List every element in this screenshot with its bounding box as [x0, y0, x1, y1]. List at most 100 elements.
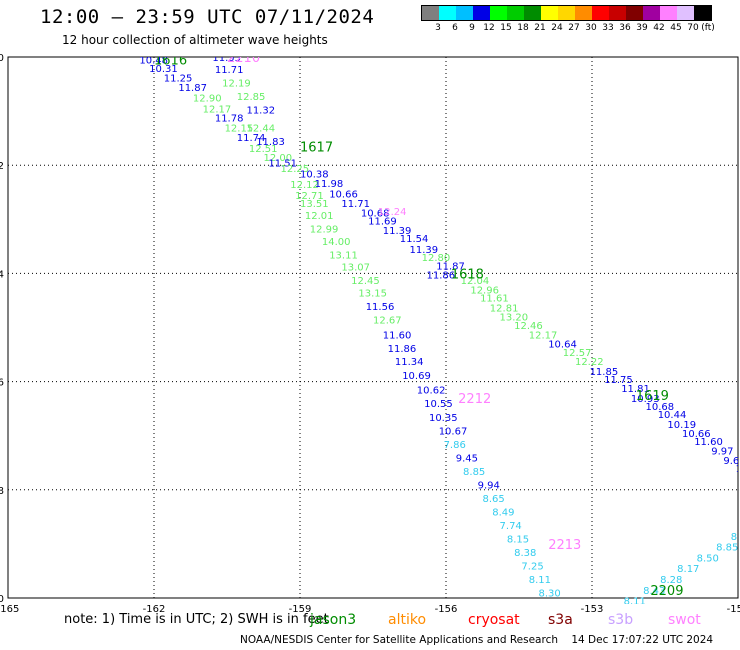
wave-height-value: 11.60 [383, 331, 412, 342]
wave-height-value: 11.85 [590, 367, 619, 378]
wave-height-value: 12.57 [563, 348, 592, 359]
legend-label: 3 [435, 23, 441, 33]
wave-height-value: 10.62 [417, 386, 446, 397]
credit-text: NOAA/NESDIS Center for Satellite Applica… [240, 634, 558, 646]
legend-swatch [609, 6, 626, 20]
legend-label: 42 [653, 23, 665, 33]
pass-time-label: 1617 [300, 140, 333, 155]
wave-height-value: 11.34 [395, 357, 424, 368]
wave-height-value: 12.45 [351, 276, 380, 287]
wave-height-value: 11.60 [694, 437, 723, 448]
wave-height-value: 12.81 [490, 303, 519, 314]
wave-height-value: 10.68 [361, 208, 390, 219]
lat-tick-label: -56 [0, 378, 4, 389]
legend-swatch [541, 6, 558, 20]
wave-height-value: 8.49 [492, 507, 514, 518]
wave-height-value: 12.01 [305, 211, 334, 222]
wave-height-value: 12.67 [373, 315, 402, 326]
wave-height-value: 11.71 [215, 65, 244, 76]
wave-height-value: 11.71 [341, 199, 370, 210]
wave-height-value: 12.51 [249, 144, 278, 155]
lon-tick-label: -153 [581, 604, 604, 615]
wave-height-value: 10.67 [439, 426, 468, 437]
wave-height-value: 10.38 [300, 169, 329, 180]
lon-tick-label: -159 [289, 604, 312, 615]
color-legend: 3 6 9 12 15 18 21 24 27 30 33 36 39 42 45 70 (ft) [421, 5, 715, 35]
sat-label-cryosat: cryosat [468, 612, 520, 628]
wave-height-value: 12.24 [378, 207, 407, 218]
wave-height-value: 8.85 [716, 543, 738, 554]
legend-swatch [558, 6, 575, 20]
lat-tick-label: -54 [0, 269, 4, 280]
wave-height-value: 8.11 [624, 597, 646, 608]
footer-note: note: 1) Time is in UTC; 2) SWH is in fe… [64, 612, 329, 627]
page-title: 12:00 — 23:59 UTC 07/11/2024 [40, 6, 375, 28]
sat-label-jason3: jason3 [310, 612, 357, 628]
wave-height-value: 7.25 [521, 562, 543, 573]
wave-height-value: 11.61 [480, 294, 509, 305]
legend-swatch [439, 6, 456, 20]
wave-height-value: 11.78 [215, 114, 244, 125]
wave-height-value: 13.51 [300, 199, 329, 210]
wave-height-value: 11.56 [366, 302, 395, 313]
lon-tick-label: -162 [143, 604, 166, 615]
legend-label: 70 [687, 23, 699, 33]
map-frame [7, 56, 739, 599]
wave-height-value: 13.20 [500, 313, 529, 324]
wave-height-value: 11.39 [383, 226, 412, 237]
legend-swatch [473, 6, 490, 20]
legend-swatch [524, 6, 541, 20]
lat-tick-label: -58 [0, 486, 4, 497]
wave-height-value: 12.22 [575, 357, 604, 368]
legend-label: 39 [636, 23, 648, 33]
wave-height-value: 11.39 [410, 245, 439, 256]
wave-height-value: 11.25 [164, 74, 193, 85]
legend-label: 9 [469, 23, 475, 33]
wave-height-value: 14.00 [322, 237, 351, 248]
wave-height-value: 10.64 [548, 340, 577, 351]
legend-swatch [694, 6, 711, 20]
sat-label-s3a: s3a [548, 612, 573, 628]
legend-label: 45 [670, 23, 682, 33]
legend-swatch [626, 6, 643, 20]
wave-height-value: 12.80 [422, 253, 451, 264]
wave-height-value: 11.54 [400, 234, 429, 245]
wave-height-value: 10.89 [736, 464, 740, 475]
wave-height-value: 12.12 [290, 180, 319, 191]
wave-height-value: 9.45 [456, 453, 478, 464]
wave-height-value: 9.97 [711, 446, 733, 457]
wave-height-value: 8.85 [463, 467, 485, 478]
lat-tick-label: -52 [0, 161, 4, 172]
legend-label: 18 [517, 23, 529, 33]
sat-label-swot: swot [668, 612, 701, 628]
wave-height-value: 8.30 [538, 589, 560, 600]
wave-height-value: 10.55 [424, 399, 453, 410]
legend-swatch [422, 6, 439, 20]
legend-label: 33 [602, 23, 614, 33]
wave-height-value: 11.32 [246, 105, 275, 116]
wave-height-value: 11.87 [436, 261, 465, 272]
wave-height-value: 12.96 [470, 286, 499, 297]
lon-tick-label: -165 [0, 604, 19, 615]
pass-time-label: 1616 [154, 54, 187, 69]
wave-height-value: 12.17 [529, 331, 558, 342]
legend-swatch [456, 6, 473, 20]
wave-height-value: 8.38 [514, 548, 536, 559]
wave-height-value: 11.86 [388, 344, 417, 355]
wave-height-value: 12.44 [246, 123, 275, 134]
wave-height-value: 10.66 [329, 189, 358, 200]
wave-height-value: 11.86 [427, 270, 456, 281]
wave-height-value: 13.07 [341, 262, 370, 273]
wave-height-value: 12.04 [461, 276, 490, 287]
wave-height-value: 8.50 [697, 553, 719, 564]
wave-height-value: 8.43 [643, 586, 665, 597]
legend-label: 21 [534, 23, 546, 33]
wave-height-value: 13.11 [329, 250, 358, 261]
wave-height-value: 12.85 [237, 92, 266, 103]
legend-labels: 3 6 9 12 15 18 21 24 27 30 33 36 39 42 45 70 (ft) [421, 21, 715, 35]
legend-swatches [421, 5, 712, 21]
wave-height-value: 7.86 [444, 440, 466, 451]
wave-height-value: 10.35 [429, 413, 458, 424]
sat-label-altiko: altiko [388, 612, 427, 628]
legend-label: 6 [452, 23, 458, 33]
